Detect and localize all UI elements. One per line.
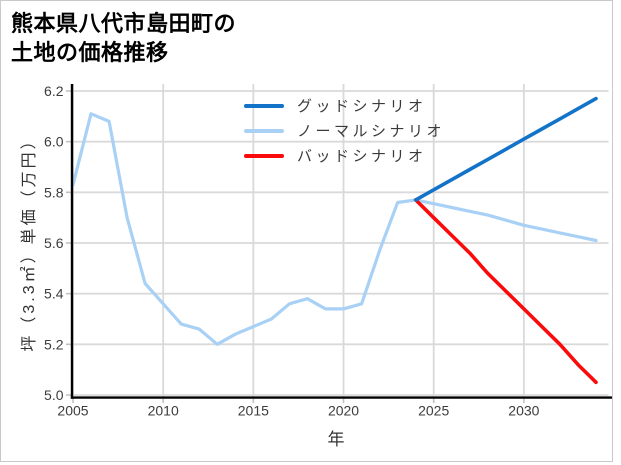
- line-bad-scenario: [413, 198, 598, 385]
- legend-swatch-good-scenario: [244, 103, 284, 108]
- y-axis-label: 坪（3.3㎡）単価（万円）: [21, 130, 38, 352]
- y-tick-label: 6.2: [44, 83, 64, 99]
- x-tick-label: 2015: [238, 403, 269, 419]
- x-tick-label: 2010: [148, 403, 179, 419]
- y-tick-label: 6.0: [44, 134, 64, 150]
- x-axis-label: 年: [327, 430, 345, 449]
- legend-item-normal-scenario: ノーマルシナリオ: [244, 118, 445, 143]
- x-tick-label: 2020: [328, 403, 359, 419]
- line-normal-scenario: [71, 112, 598, 346]
- legend-label-bad-scenario: バッドシナリオ: [297, 148, 427, 165]
- x-tick-label: 2030: [508, 403, 539, 419]
- legend-label-good-scenario: グッドシナリオ: [297, 98, 427, 115]
- y-tick-label: 5.2: [44, 336, 64, 352]
- legend: グッドシナリオ ノーマルシナリオ バッドシナリオ: [244, 93, 445, 168]
- y-tick-label: 5.6: [44, 235, 64, 251]
- chart-title: 熊本県八代市島田町の 土地の価格推移: [11, 10, 236, 67]
- legend-label-normal-scenario: ノーマルシナリオ: [297, 123, 446, 140]
- chart-title-line1: 熊本県八代市島田町の: [11, 11, 237, 36]
- legend-swatch-bad-scenario: [244, 153, 284, 158]
- y-tick-label: 5.4: [44, 286, 64, 302]
- y-tick-label: 5.0: [44, 387, 64, 403]
- legend-item-bad-scenario: バッドシナリオ: [244, 143, 445, 168]
- chart-title-line2: 土地の価格推移: [11, 39, 169, 65]
- x-tick-label: 2025: [418, 403, 449, 419]
- y-tick-label: 5.8: [44, 184, 64, 200]
- x-tick-label: 2005: [57, 403, 88, 419]
- legend-item-good-scenario: グッドシナリオ: [244, 93, 445, 118]
- legend-swatch-normal-scenario: [244, 128, 284, 133]
- line-good-scenario: [413, 96, 598, 202]
